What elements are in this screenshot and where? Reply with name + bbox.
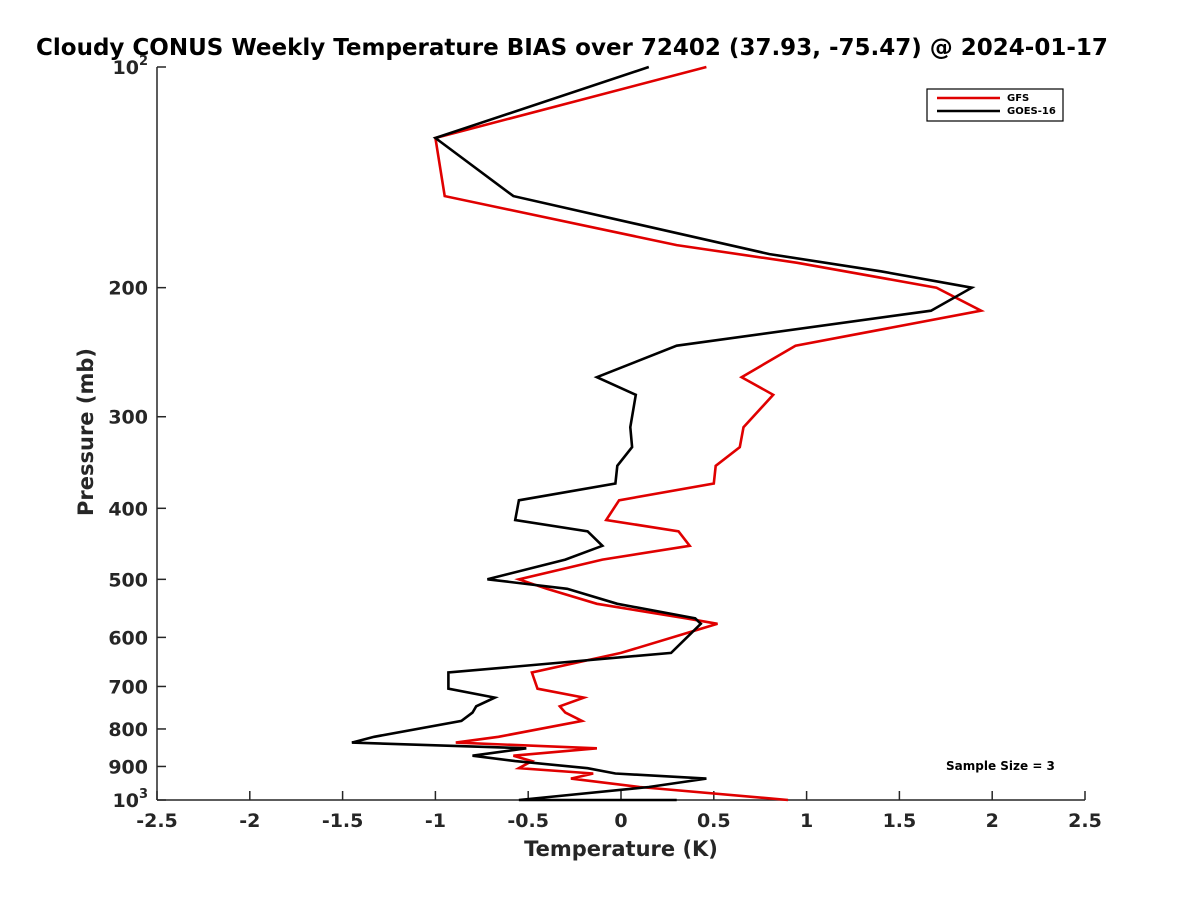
x-tick-label: 0.5 xyxy=(697,810,731,832)
legend: GFS GOES-16 xyxy=(926,88,1064,122)
chart-title: Cloudy CONUS Weekly Temperature BIAS ove… xyxy=(36,35,1108,61)
x-tick-label: 0 xyxy=(614,810,627,832)
y-tick-label: 300 xyxy=(108,407,148,429)
x-tick-label: 2.5 xyxy=(1068,810,1102,832)
y-tick-label: 500 xyxy=(108,569,148,591)
x-tick-label: -1 xyxy=(425,810,446,832)
y-tick-label: 200 xyxy=(108,278,148,300)
sample-size-annotation: Sample Size = 3 xyxy=(946,759,1055,773)
x-tick-label: -2.5 xyxy=(136,810,178,832)
x-tick-label: -2 xyxy=(239,810,260,832)
y-tick-label: 400 xyxy=(108,498,148,520)
plot-axes: -2.5 -2 -1.5 -1 -0.5 0 0.5 1 1.5 2 2.5 102 200 300 400… xyxy=(108,54,1102,832)
y-tick-label: 900 xyxy=(108,756,148,778)
legend-label-goes16: GOES-16 xyxy=(1007,106,1056,117)
legend-box xyxy=(926,88,1064,122)
x-tick-label: -1.5 xyxy=(322,810,364,832)
x-tick-label: -0.5 xyxy=(507,810,549,832)
y-tick-label: 800 xyxy=(108,719,148,741)
y-tick-label: 700 xyxy=(108,676,148,698)
y-axis-label: Pressure (mb) xyxy=(74,348,98,516)
series-line-goes16 xyxy=(351,65,976,802)
legend-label-gfs: GFS xyxy=(1007,93,1029,104)
x-axis-label: Temperature (K) xyxy=(524,837,718,861)
series-layer xyxy=(351,65,986,802)
y-tick-label: 103 xyxy=(113,787,149,812)
y-tick-label: 600 xyxy=(108,627,148,649)
x-tick-label: 1 xyxy=(800,810,813,832)
x-tick-label: 2 xyxy=(986,810,999,832)
y-tick-label: 102 xyxy=(113,54,149,79)
x-tick-label: 1.5 xyxy=(883,810,917,832)
series-line-gfs xyxy=(433,65,986,802)
